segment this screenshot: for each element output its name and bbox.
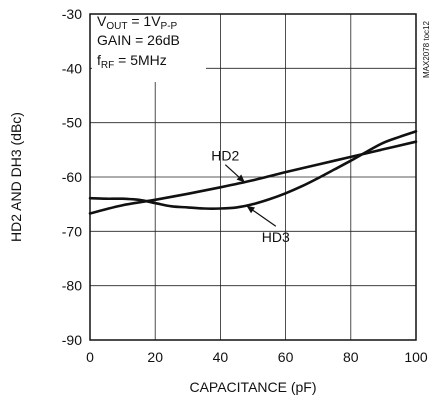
series-line-hd3: [88, 130, 418, 210]
y-tick-label: -80: [62, 278, 82, 294]
y-tick-label: -60: [62, 169, 82, 185]
annotations: HD2 HD3: [211, 148, 290, 246]
plot-frame: [89, 13, 417, 341]
annotation-label-hd2: HD2: [211, 148, 239, 164]
x-axis-title: CAPACITANCE (pF): [189, 379, 316, 395]
y-tick-label: -50: [62, 115, 82, 131]
y-tick-label: -30: [62, 6, 82, 22]
x-tick-label: 60: [278, 349, 294, 365]
annotation-arrowhead-hd2: [236, 174, 245, 183]
y-tick-label: -40: [62, 60, 82, 76]
y-tick-label: -70: [62, 223, 82, 239]
condition-gain: GAIN = 26dB: [97, 32, 180, 48]
x-tick-label: 100: [404, 349, 428, 365]
condition-vout: VOUT = 1VP-P: [97, 13, 178, 32]
condition-frf: fRF = 5MHz: [97, 52, 167, 71]
y-axis-title: HD2 AND DH3 (dBc): [8, 112, 24, 242]
series-lines: [88, 130, 418, 215]
x-tick-label: 20: [147, 349, 163, 365]
x-tick-label: 40: [213, 349, 229, 365]
x-tick-label: 80: [343, 349, 359, 365]
x-tick-label: 0: [86, 349, 94, 365]
conditions-box: [92, 6, 206, 82]
tick-labels: 0 20 40 60 80 100 -30 -40 -50 -60 -70 -80 -90: [62, 6, 428, 365]
annotation-arrowhead-hd3: [246, 205, 256, 214]
y-tick-label: -90: [62, 332, 82, 348]
conditions-text: VOUT = 1VP-P GAIN = 26dB fRF = 5MHz: [97, 13, 180, 71]
annotation-label-hd3: HD3: [262, 229, 290, 245]
figure-code-label: MAX2078 toc12: [422, 21, 431, 78]
